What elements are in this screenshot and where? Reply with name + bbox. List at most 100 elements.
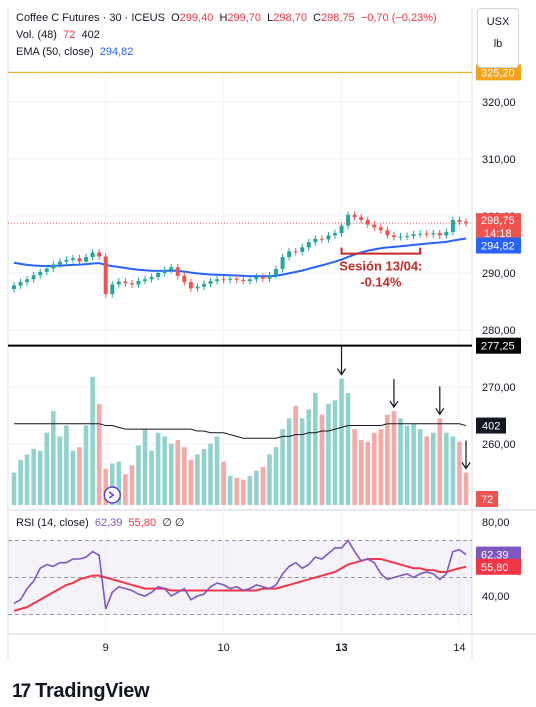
rsi-ma-value: 55,80 <box>128 517 157 529</box>
candle-body <box>241 279 246 281</box>
candle-body <box>385 230 390 236</box>
candle-body <box>260 276 265 279</box>
volume-bar <box>332 400 338 505</box>
volume-bar <box>129 465 135 505</box>
volume-bar <box>149 450 154 505</box>
ema-value: 294,82 <box>99 46 134 58</box>
candle-body <box>215 279 220 281</box>
candle-body <box>182 275 187 283</box>
candle-body <box>280 257 285 270</box>
arrow-head <box>435 408 445 416</box>
volume-bar <box>103 468 109 505</box>
level-label: 277,25 <box>481 341 515 353</box>
candle-body <box>103 256 108 295</box>
candle-body <box>116 281 121 285</box>
volume-legend[interactable]: Vol. (48) 72 402 <box>16 29 100 41</box>
volume-value: 72 <box>63 29 76 41</box>
volume-bar <box>345 393 351 505</box>
volume-bar <box>24 454 30 505</box>
ema-line <box>13 237 467 278</box>
high-label: H <box>219 12 228 24</box>
volume-bar <box>404 425 410 505</box>
volume-bar <box>109 463 115 505</box>
volume-bar <box>398 418 403 505</box>
volume-bar <box>37 450 43 505</box>
arrow-head <box>461 462 471 470</box>
candle-body <box>234 278 239 280</box>
level-label-box <box>476 337 521 354</box>
volume-bar <box>116 461 122 505</box>
level-label-box <box>476 64 521 81</box>
ema-legend[interactable]: EMA (50, close) 294,82 <box>16 46 133 58</box>
volume-bar <box>286 418 292 505</box>
volume-bar <box>208 443 213 505</box>
candle-body <box>378 227 383 231</box>
volume-bar <box>450 436 456 505</box>
volume-bar <box>365 441 371 505</box>
candle-body <box>365 219 370 225</box>
volume-bar <box>240 479 246 505</box>
volume-bar <box>201 449 207 505</box>
candle-body <box>247 279 252 281</box>
tradingview-brand[interactable]: 17 TradingView <box>12 680 150 703</box>
candle-body <box>267 275 272 279</box>
price-tick-label: 290,00 <box>482 268 516 280</box>
price-tick-label: 260,00 <box>482 439 516 451</box>
volume-bar <box>234 477 240 505</box>
low-label: L <box>267 12 274 24</box>
volume-bar <box>195 454 200 505</box>
time-tick-label: 9 <box>103 642 109 654</box>
rsi-label: RSI (14, close) <box>16 517 89 529</box>
candle-body <box>411 234 416 236</box>
candle-body <box>64 259 69 262</box>
candle-body <box>44 268 49 272</box>
candle-body <box>136 280 141 285</box>
volume-bar <box>293 405 298 505</box>
volume-last-label: 72 <box>481 494 493 506</box>
volume-last-label-box <box>476 491 498 507</box>
candle-body <box>129 283 134 285</box>
symbol-name[interactable]: Coffee C Futures · 30 · ICEUS <box>16 12 165 24</box>
volume-bar <box>319 414 325 505</box>
volume-ma-line <box>14 423 467 439</box>
candle-body <box>12 285 16 289</box>
candle-body <box>306 242 311 248</box>
volume-bar <box>299 418 305 505</box>
candle-body <box>149 276 154 280</box>
volume-bar <box>83 425 89 505</box>
rsi-ma-value-box <box>476 558 521 575</box>
rsi-legend[interactable]: RSI (14, close) 62,39 55,80 ∅ ∅ <box>16 516 184 529</box>
candle-body <box>31 275 36 280</box>
rsi-glyphs: ∅ ∅ <box>162 517 185 529</box>
candle-body <box>77 258 82 262</box>
candle-body <box>208 280 213 284</box>
rsi-ma-line <box>13 558 467 612</box>
candle-body <box>444 231 449 236</box>
volume-bar <box>31 449 36 505</box>
candle-body <box>25 279 30 283</box>
volume-bar <box>313 393 318 505</box>
candle-body <box>372 224 377 228</box>
candle-body <box>326 235 331 240</box>
candle-body <box>359 217 364 220</box>
candle-body <box>332 233 337 236</box>
level-label: 325,20 <box>481 67 515 79</box>
candle-body <box>254 276 259 280</box>
candle-body <box>57 261 62 265</box>
volume-bar <box>358 440 364 505</box>
volume-bar <box>273 447 279 505</box>
price-tick-label: 270,00 <box>482 382 516 394</box>
ema-label-box <box>476 237 521 254</box>
volume-bar <box>411 423 416 505</box>
price-tick-label: 320,00 <box>482 97 516 109</box>
candle-body <box>38 271 43 276</box>
symbol-legend[interactable]: Coffee C Futures · 30 · ICEUS O299,40 H2… <box>16 12 437 24</box>
volume-bar <box>182 447 187 505</box>
currency-unit-button[interactable]: USX lb <box>477 8 519 68</box>
candle-body <box>188 282 193 289</box>
candle-body <box>339 225 344 234</box>
candle-body <box>110 284 115 295</box>
volume-bar <box>44 432 50 505</box>
volume-bar <box>430 432 436 505</box>
